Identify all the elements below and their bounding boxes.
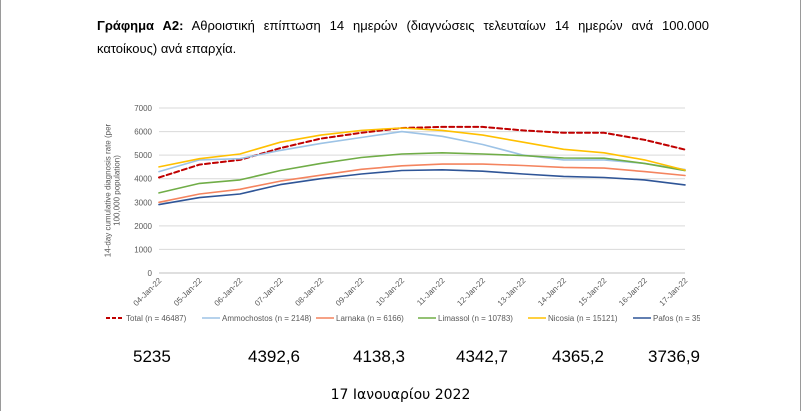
- x-tick-label: 13-Jan-22: [496, 276, 528, 308]
- stat-value-limassol: 4342,7: [456, 347, 508, 366]
- stat-value-nicosia: 4365,2: [552, 347, 604, 366]
- legend-label-5: Pafos (n = 3565): [653, 314, 700, 323]
- stat-value-pafos: 3736,9: [648, 347, 700, 366]
- y-tick-label: 1000: [134, 245, 152, 254]
- legend-label-1: Ammochostos (n = 2148): [222, 314, 312, 323]
- series-line-4: [158, 127, 686, 171]
- legend-label-0: Total (n = 46487): [126, 314, 187, 323]
- x-tick-label: 16-Jan-22: [617, 276, 649, 308]
- x-tick-label: 05-Jan-22: [172, 276, 204, 308]
- report-date: 17 Ιανουαρίου 2022: [330, 387, 471, 403]
- y-axis-label-line2: 100,000 population): [113, 155, 122, 226]
- x-tick-label: 06-Jan-22: [212, 276, 244, 308]
- series-line-1: [158, 130, 686, 173]
- stat-value-larnaka: 4138,3: [353, 347, 405, 366]
- latest-values-row: 5235 4392,6 4138,3 4342,7 4365,2 3736,9: [0, 346, 801, 370]
- y-tick-label: 0: [148, 269, 153, 278]
- x-tick-label: 09-Jan-22: [334, 276, 366, 308]
- y-tick-label: 5000: [134, 151, 152, 160]
- caption-label: Γράφημα Α2:: [97, 18, 184, 33]
- x-tick-label: 14-Jan-22: [536, 276, 568, 308]
- stat-value-total: 5235: [133, 347, 171, 366]
- y-tick-label: 4000: [134, 175, 152, 184]
- y-tick-label: 3000: [134, 198, 152, 207]
- y-tick-label: 6000: [134, 128, 152, 137]
- y-axis-label: 14-day cumulative diagnosis rate (per100…: [103, 123, 121, 257]
- x-tick-label: 12-Jan-22: [455, 276, 487, 308]
- x-tick-label: 17-Jan-22: [658, 276, 690, 308]
- series-line-3: [158, 151, 686, 194]
- series-line-2: [158, 163, 686, 204]
- x-tick-label: 08-Jan-22: [293, 276, 325, 308]
- x-tick-label: 11-Jan-22: [415, 276, 447, 308]
- incidence-line-chart: 0 1000 2000 3000 4000 5000 6000 7000 14-day cumu…: [103, 104, 700, 323]
- figure-caption: Γράφημα Α2: Αθροιστική επίπτωση 14 ημερώ…: [97, 14, 709, 60]
- page-left-border: [0, 0, 1, 411]
- legend-label-3: Limassol (n = 10783): [438, 314, 513, 323]
- x-tick-label: 10-Jan-22: [374, 276, 406, 308]
- x-tick-label: 15-Jan-22: [577, 276, 609, 308]
- x-tick-label: 07-Jan-22: [253, 276, 285, 308]
- y-tick-label: 7000: [134, 104, 152, 113]
- y-axis-label-line1: 14-day cumulative diagnosis rate (per: [103, 123, 112, 257]
- caption-text: Αθροιστική επίπτωση 14 ημερών (διαγνώσει…: [97, 18, 709, 56]
- x-tick-label: 04-Jan-22: [132, 276, 164, 308]
- legend-label-2: Larnaka (n = 6166): [336, 314, 404, 323]
- legend-label-4: Nicosia (n = 15121): [548, 314, 618, 323]
- stat-value-ammochostos: 4392,6: [248, 347, 300, 366]
- series-line-5: [158, 169, 686, 206]
- y-tick-label: 2000: [134, 222, 152, 231]
